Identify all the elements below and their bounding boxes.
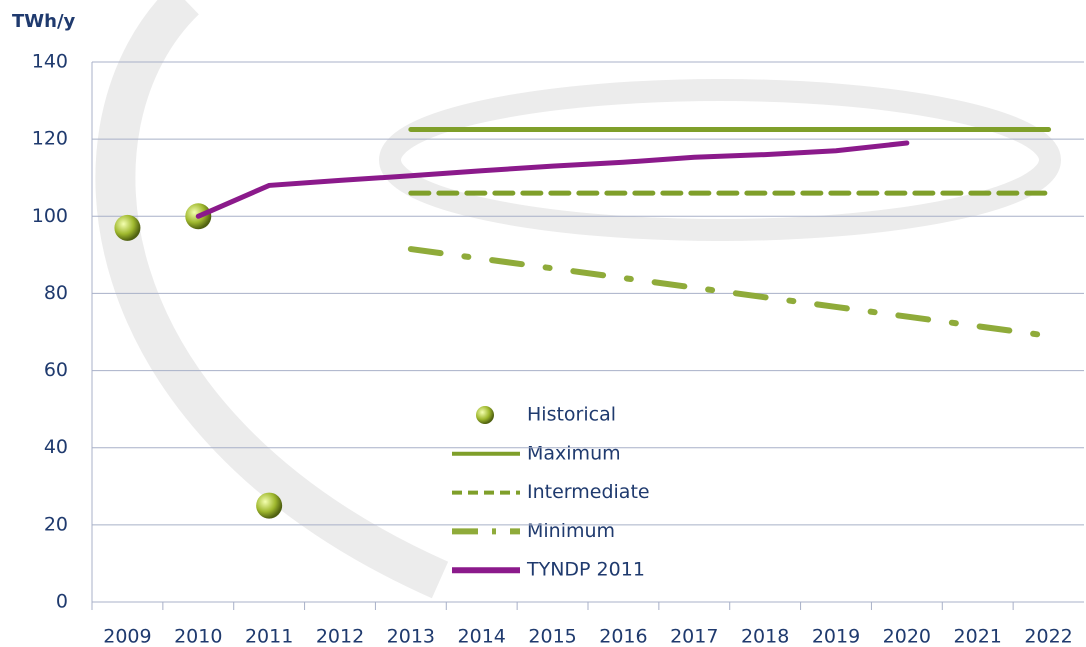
x-tick-label: 2014 (458, 626, 506, 647)
y-tick-label: 60 (44, 359, 68, 381)
x-tick-label: 2020 (883, 626, 931, 647)
historical-point (114, 214, 141, 241)
series-line (195, 140, 910, 219)
y-tick-label: 0 (56, 591, 68, 613)
x-tick-label: 2009 (103, 626, 151, 647)
swoosh-arc (95, 0, 449, 599)
legend-label: Intermediate (527, 481, 650, 503)
series-line (407, 246, 1052, 339)
y-tick-label: 40 (44, 436, 68, 458)
legend-label: TYNDP 2011 (526, 559, 645, 581)
x-tick-label: 2021 (954, 626, 1002, 647)
x-tick-label: 2010 (174, 626, 222, 647)
x-tick-label: 2012 (316, 626, 364, 647)
historical-point (256, 492, 283, 519)
y-tick-label: 120 (32, 128, 68, 150)
x-tick-label: 2019 (812, 626, 860, 647)
legend-label: Historical (527, 404, 616, 426)
x-tick-label: 2013 (387, 626, 435, 647)
y-tick-label: 100 (32, 205, 68, 227)
y-tick-label: 80 (44, 282, 68, 304)
y-axis-label: TWh/y (12, 11, 76, 32)
x-tick-label: 2017 (670, 626, 718, 647)
y-tick-label: 140 (32, 51, 68, 73)
legend-label: Maximum (527, 442, 621, 464)
x-tick-label: 2015 (528, 626, 576, 647)
x-tick-label: 2016 (599, 626, 647, 647)
y-tick-label: 20 (44, 513, 68, 535)
legend-label: Minimum (527, 520, 615, 542)
x-tick-label: 2022 (1024, 626, 1072, 647)
legend-marker (476, 406, 494, 424)
swoosh-ellipse (379, 79, 1061, 241)
x-tick-label: 2018 (741, 626, 789, 647)
legend: Historical Maximum Intermediate Minimum TYND… (452, 404, 650, 581)
x-tick-label: 2011 (245, 626, 293, 647)
